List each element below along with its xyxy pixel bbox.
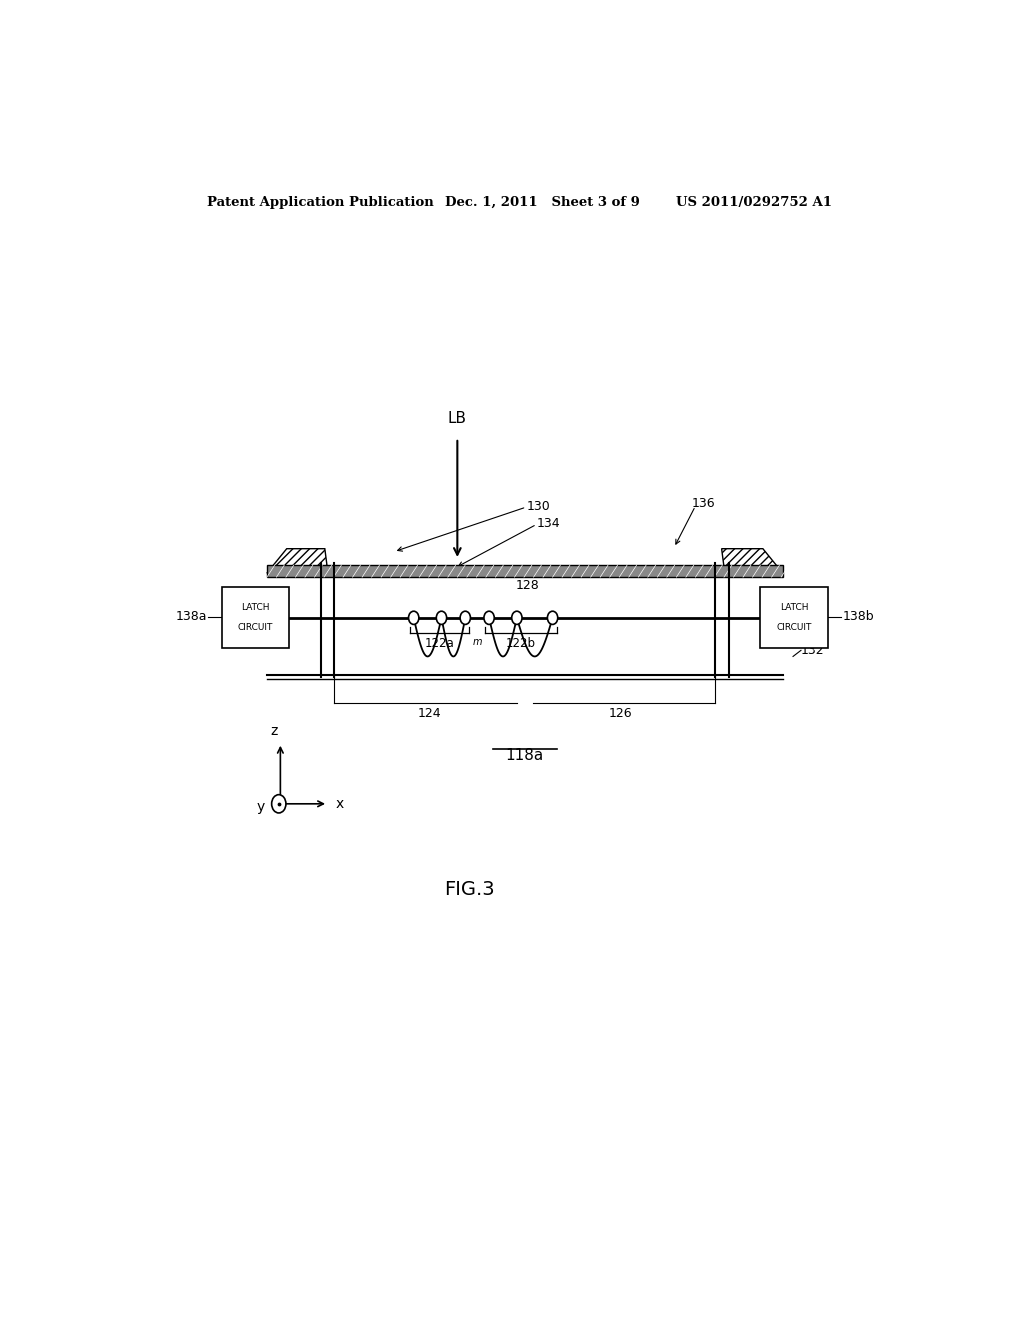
Bar — [761, 587, 828, 648]
Text: 138a: 138a — [176, 610, 207, 623]
Circle shape — [436, 611, 446, 624]
Circle shape — [460, 611, 470, 624]
Text: 122a: 122a — [425, 638, 455, 651]
Text: 136: 136 — [691, 498, 715, 511]
Polygon shape — [267, 549, 328, 573]
Text: m: m — [472, 638, 482, 647]
Text: 134: 134 — [537, 517, 560, 529]
Text: 122b: 122b — [506, 638, 536, 651]
Text: 130: 130 — [526, 499, 550, 512]
Text: 126: 126 — [608, 708, 632, 721]
Bar — [267, 565, 782, 577]
Circle shape — [409, 611, 419, 624]
Text: 124: 124 — [418, 708, 441, 721]
Text: 132: 132 — [801, 644, 824, 657]
Polygon shape — [722, 549, 782, 573]
Text: FIG.3: FIG.3 — [444, 880, 495, 899]
Text: LB: LB — [447, 411, 467, 426]
Bar — [221, 587, 289, 648]
Circle shape — [484, 611, 495, 624]
Text: Dec. 1, 2011   Sheet 3 of 9: Dec. 1, 2011 Sheet 3 of 9 — [445, 195, 640, 209]
Circle shape — [271, 795, 286, 813]
Text: 128: 128 — [515, 579, 539, 593]
Circle shape — [548, 611, 558, 624]
Text: CIRCUIT: CIRCUIT — [776, 623, 812, 632]
Text: LATCH: LATCH — [241, 603, 269, 612]
Text: Patent Application Publication: Patent Application Publication — [207, 195, 434, 209]
Text: US 2011/0292752 A1: US 2011/0292752 A1 — [676, 195, 831, 209]
Text: 138b: 138b — [842, 610, 873, 623]
Text: x: x — [336, 797, 344, 810]
Text: CIRCUIT: CIRCUIT — [238, 623, 273, 632]
Text: 118a: 118a — [506, 748, 544, 763]
Text: LATCH: LATCH — [780, 603, 809, 612]
Circle shape — [512, 611, 522, 624]
Text: y: y — [256, 800, 264, 814]
Text: z: z — [270, 723, 278, 738]
